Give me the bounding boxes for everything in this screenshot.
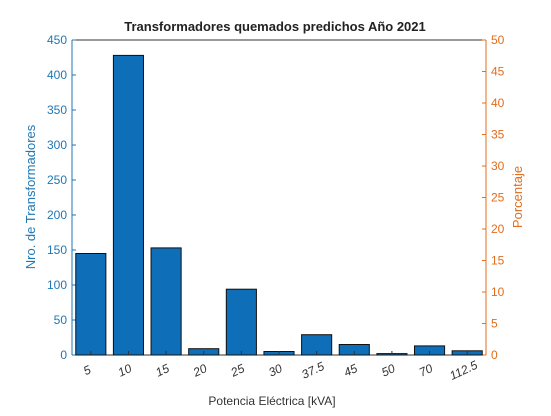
y-tick-label-left: 150: [47, 243, 67, 257]
y-axis-label-right: Porcentaje: [510, 166, 525, 228]
x-tick-label: 25: [228, 361, 247, 380]
x-tick-label: 112.5: [447, 358, 480, 383]
chart-title: Transformadores quemados predichos Año 2…: [124, 19, 426, 34]
x-tick-label: 70: [417, 361, 435, 379]
y-tick-label-right: 30: [491, 159, 505, 173]
x-tick-label: 20: [190, 361, 209, 380]
x-tick-label: 5: [81, 362, 93, 378]
bar: [150, 247, 182, 356]
x-tick-label: 15: [153, 361, 171, 379]
x-tick-label: 10: [116, 361, 134, 379]
y-tick-label-right: 45: [491, 65, 505, 79]
y-tick-label-right: 15: [491, 254, 505, 268]
x-axis-label: Potencia Eléctrica [kVA]: [208, 394, 335, 408]
y-tick-label-left: 450: [47, 33, 67, 47]
y-tick-label-left: 300: [47, 138, 67, 152]
y-tick-label-right: 50: [491, 33, 505, 47]
y-tick-label-right: 35: [491, 128, 505, 142]
y-tick-label-left: 350: [47, 103, 67, 117]
y-tick-label-right: 25: [491, 191, 505, 205]
x-tick-label: 37.5: [299, 359, 326, 382]
y-tick-label-left: 100: [47, 278, 67, 292]
y-tick-label-left: 200: [47, 208, 67, 222]
y-axis-label-left: Nro. de Transformadores: [23, 124, 38, 269]
y-tick-label-right: 40: [491, 96, 505, 110]
bar: [225, 288, 257, 356]
bar: [75, 253, 107, 356]
bar: [112, 54, 145, 356]
y-tick-label-left: 250: [47, 173, 67, 187]
y-tick-label-left: 0: [60, 348, 67, 362]
y-tick-label-right: 20: [491, 222, 505, 236]
y-tick-label-right: 5: [491, 317, 498, 331]
y-tick-label-right: 0: [491, 348, 498, 362]
x-tick-label: 50: [379, 361, 397, 379]
x-tick-label: 45: [342, 361, 360, 379]
plot-area: 0501001502002503003504004500510152025303…: [47, 33, 505, 383]
y-tick-label-left: 50: [54, 313, 68, 327]
x-tick-label: 30: [266, 361, 284, 379]
y-tick-label-left: 400: [47, 68, 67, 82]
y-tick-label-right: 10: [491, 285, 505, 299]
